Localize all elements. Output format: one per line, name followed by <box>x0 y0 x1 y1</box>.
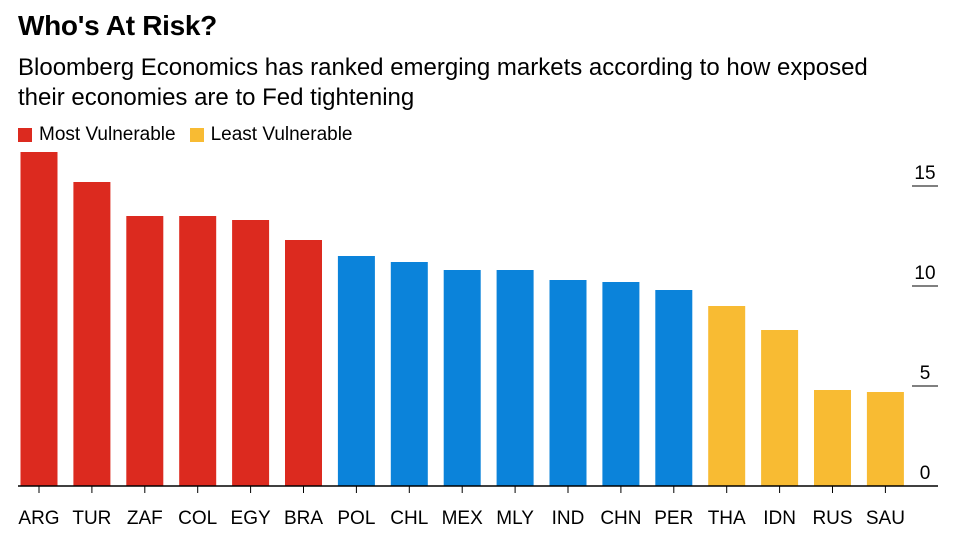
y-tick-label-10: 10 <box>914 263 935 284</box>
y-tick-label-5: 5 <box>920 363 931 384</box>
legend-swatch-most-vulnerable <box>18 128 32 142</box>
bar-chn <box>602 282 640 486</box>
x-tick-label-egy: EGY <box>231 508 271 529</box>
bar-egy <box>232 220 270 486</box>
legend-swatch-least-vulnerable <box>189 128 204 142</box>
legend-item-least-vulnerable: Least Vulnerable <box>189 124 353 146</box>
bar-arg <box>20 152 58 486</box>
bar-sau <box>866 392 904 486</box>
chart-subtitle: Bloomberg Economics has ranked emerging … <box>18 54 868 111</box>
x-tick-label-tha: THA <box>708 508 746 529</box>
y-tick-label-15: 15 <box>914 163 935 184</box>
x-tick-label-col: COL <box>178 508 217 529</box>
x-tick-label-arg: ARG <box>18 508 59 529</box>
x-tick-label-rus: RUS <box>812 508 852 529</box>
bar-bra <box>285 240 322 486</box>
x-tick-label-mex: MEX <box>442 508 484 529</box>
x-tick-label-zaf: ZAF <box>127 508 163 529</box>
x-tick-label-sau: SAU <box>866 508 905 529</box>
bar-chl <box>390 262 428 486</box>
legend-item-most-vulnerable: Most Vulnerable <box>18 124 176 146</box>
legend: Most Vulnerable Least Vulnerable <box>18 124 367 146</box>
bar-col <box>179 216 217 486</box>
bar-tur <box>73 182 111 486</box>
legend-label-least-vulnerable: Least Vulnerable <box>210 124 353 145</box>
x-tick-label-chn: CHN <box>600 508 641 529</box>
x-tick-label-chl: CHL <box>390 508 428 529</box>
bar-zaf <box>126 216 164 486</box>
bar-per <box>655 290 693 486</box>
x-tick-label-per: PER <box>654 508 693 529</box>
legend-label-most-vulnerable: Most Vulnerable <box>39 124 176 145</box>
chart-title: Who's At Risk? <box>18 10 217 41</box>
bar-rus <box>814 390 851 486</box>
x-tick-label-mly: MLY <box>496 508 534 529</box>
bar-idn <box>761 330 799 486</box>
bar-mly <box>496 270 534 486</box>
y-tick-label-0: 0 <box>920 463 931 484</box>
x-tick-label-idn: IDN <box>763 508 796 529</box>
x-tick-label-tur: TUR <box>72 508 111 529</box>
x-tick-label-pol: POL <box>337 508 375 529</box>
x-tick-label-bra: BRA <box>284 508 323 529</box>
bar-tha <box>708 306 746 486</box>
x-tick-label-ind: IND <box>552 508 585 529</box>
bar-pol <box>337 256 375 486</box>
bar-ind <box>549 280 587 486</box>
bar-mex <box>443 270 481 486</box>
